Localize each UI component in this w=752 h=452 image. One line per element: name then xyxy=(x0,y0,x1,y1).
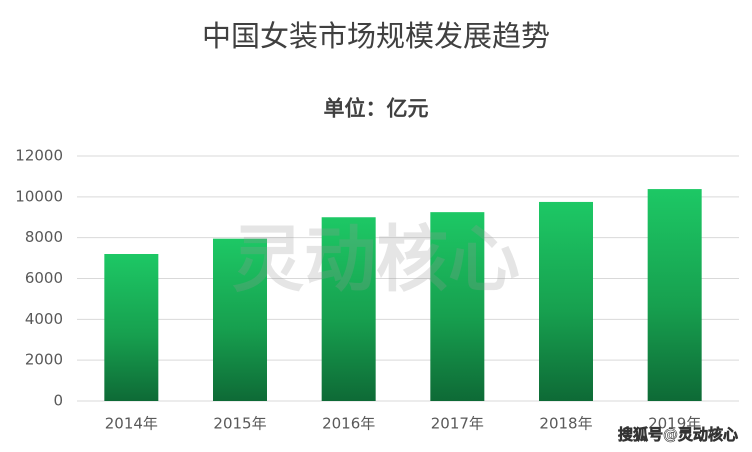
chart-title: 中国女装市场规模发展趋势 xyxy=(202,19,550,53)
x-tick-label: 2018年 xyxy=(539,415,592,433)
bar xyxy=(213,238,267,401)
y-tick-label: 4000 xyxy=(25,310,63,328)
x-tick-label: 2017年 xyxy=(431,415,484,433)
bar xyxy=(430,212,485,401)
x-tick-label: 2015年 xyxy=(213,415,266,433)
y-tick-label: 0 xyxy=(53,392,63,410)
y-tick-label: 8000 xyxy=(25,228,63,246)
credit: 搜狐号@灵动核心 xyxy=(618,426,738,444)
x-tick-label: 2014年 xyxy=(105,415,158,433)
y-tick-label: 2000 xyxy=(25,351,63,369)
y-tick-label: 12000 xyxy=(15,147,63,165)
bar xyxy=(539,201,593,401)
bar xyxy=(104,254,159,401)
y-tick-label: 6000 xyxy=(25,269,63,287)
plot-area: 0 2000 4000 6000 8000 10000 12000 2014年 2015年 201… xyxy=(15,147,739,433)
bar xyxy=(321,217,376,401)
x-tick-label: 2019年 xyxy=(648,415,701,433)
watermark: 灵动核心 xyxy=(232,218,520,302)
y-tick-label: 10000 xyxy=(15,187,63,205)
bar xyxy=(647,189,702,401)
x-tick-label: 2016年 xyxy=(322,415,375,433)
chart-subtitle: 单位：亿元 xyxy=(324,96,429,121)
